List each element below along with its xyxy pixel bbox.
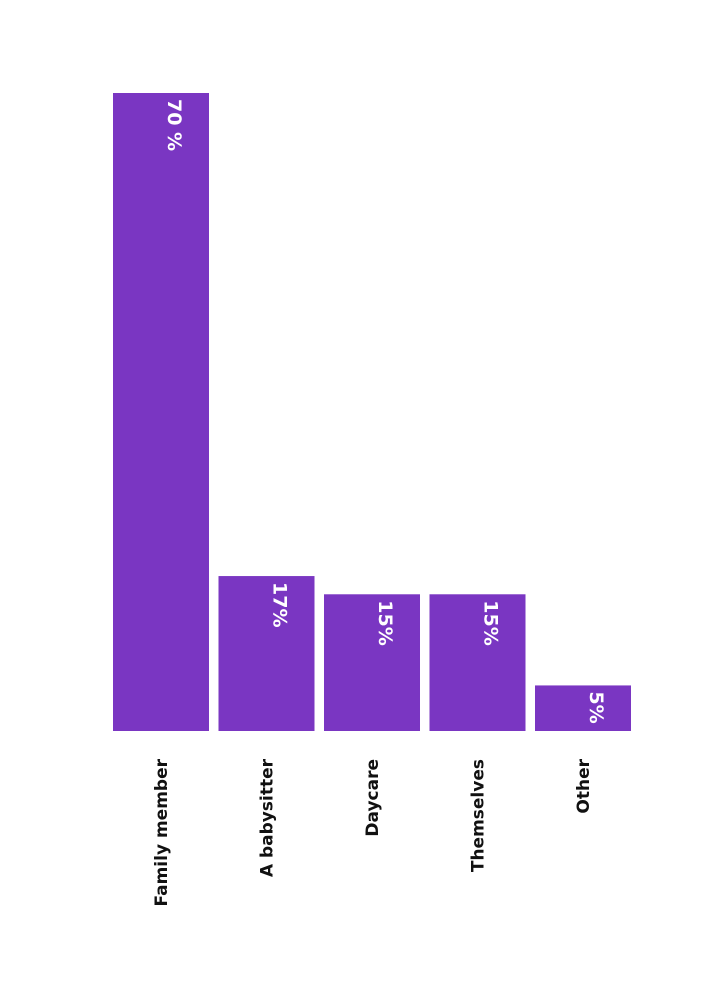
category-label-family-member: Family member — [152, 758, 172, 906]
category-labels-group: Family member A babysitter Daycare Themselv… — [152, 758, 594, 906]
bars-group — [113, 93, 631, 731]
value-label-a-babysitter: 17% — [269, 582, 291, 627]
value-label-other: 5% — [585, 691, 607, 723]
value-label-themselves: 15% — [480, 600, 502, 645]
category-label-other: Other — [574, 758, 594, 813]
category-label-themselves: Themselves — [469, 759, 489, 872]
value-label-daycare: 15% — [374, 600, 396, 645]
bar-other — [535, 685, 631, 731]
category-label-daycare: Daycare — [363, 759, 383, 837]
value-label-family-member: 70 % — [163, 99, 185, 151]
bar-a-babysitter — [218, 576, 315, 731]
value-labels-group: 70 % 17% 15% 15% 5% — [163, 99, 607, 724]
bar-themselves — [429, 594, 526, 731]
category-label-a-babysitter: A babysitter — [258, 758, 278, 877]
bar-family-member — [113, 93, 209, 731]
bar-daycare — [324, 594, 420, 731]
